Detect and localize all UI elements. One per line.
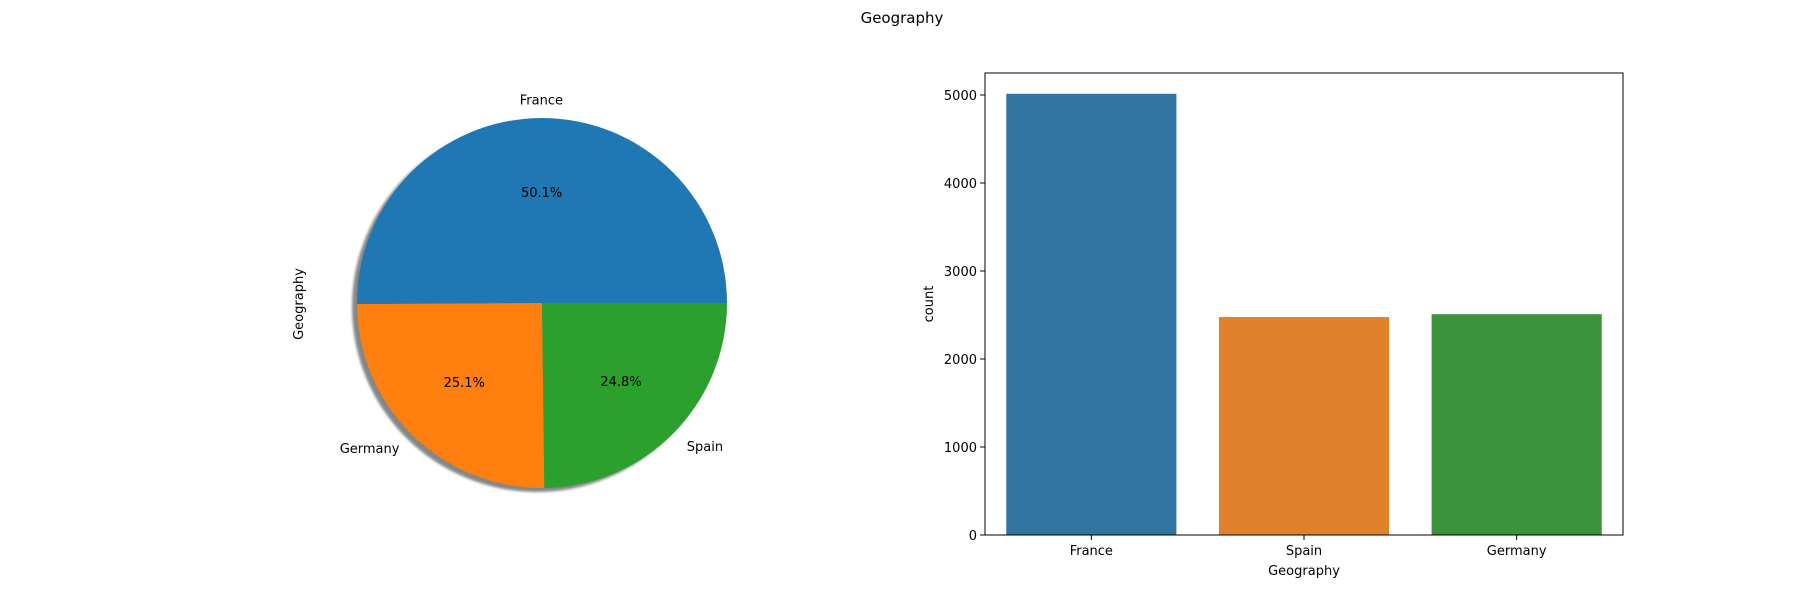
x-axis: France Spain Germany bbox=[1070, 535, 1547, 559]
y-tick-label: 4000 bbox=[944, 177, 977, 192]
x-axis-label: Geography bbox=[1268, 564, 1340, 579]
y-axis: 0 1000 2000 3000 4000 5000 bbox=[944, 89, 985, 544]
y-tick-label: 0 bbox=[969, 529, 977, 544]
y-tick-label: 1000 bbox=[944, 441, 977, 456]
x-tick-label: Spain bbox=[1286, 544, 1322, 559]
pie-category-label: Germany bbox=[340, 442, 400, 457]
bar-chart: 0 1000 2000 3000 4000 5000 France Spain Germany… bbox=[922, 72, 1624, 579]
bar-spain bbox=[1218, 317, 1390, 535]
y-tick-label: 2000 bbox=[944, 353, 977, 368]
x-tick-label: France bbox=[1070, 544, 1113, 559]
pie-category-label: Spain bbox=[687, 440, 723, 455]
pie-percent-label: 25.1% bbox=[444, 376, 485, 391]
y-tick-label: 5000 bbox=[944, 89, 977, 104]
bar-germany bbox=[1431, 314, 1602, 535]
pie-slices bbox=[357, 118, 727, 488]
pie-ylabel: Geography bbox=[292, 268, 307, 340]
pie-chart: France 50.1% Germany 25.1% Spain 24.8% Geogra… bbox=[292, 94, 727, 492]
pie-percent-label: 50.1% bbox=[521, 186, 562, 201]
pie-slice-germany bbox=[357, 303, 545, 488]
bars bbox=[1006, 93, 1602, 535]
pie-labels: France 50.1% Germany 25.1% Spain 24.8% bbox=[340, 94, 723, 458]
pie-slice-spain bbox=[542, 303, 727, 488]
pie-slice-france bbox=[357, 118, 727, 305]
pie-category-label: France bbox=[520, 94, 563, 109]
bar-france bbox=[1006, 93, 1177, 535]
pie-percent-label: 24.8% bbox=[600, 375, 641, 390]
figure-title: Geography bbox=[861, 9, 944, 27]
x-tick-label: Germany bbox=[1487, 544, 1547, 559]
y-axis-label: count bbox=[922, 286, 937, 323]
y-tick-label: 3000 bbox=[944, 265, 977, 280]
